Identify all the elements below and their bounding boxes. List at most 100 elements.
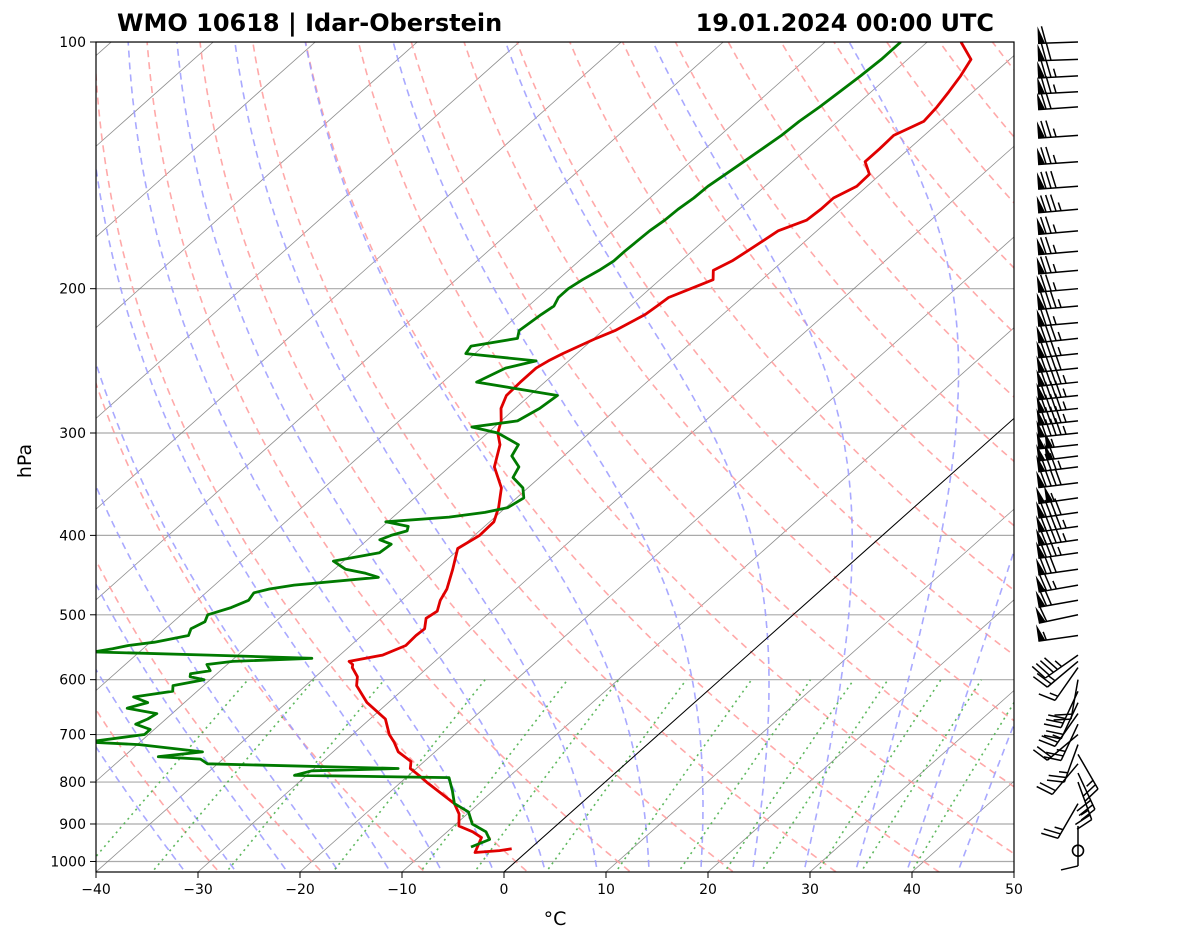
wind-barb-flag — [1049, 323, 1057, 341]
dry-adiabat-line — [780, 42, 1014, 334]
wind-barb — [1060, 825, 1079, 871]
x-tick-label: 50 — [1005, 882, 1023, 898]
dry-adiabat-line — [885, 42, 1014, 204]
wind-barb-half-flag — [1062, 413, 1067, 423]
x-tick-label: −20 — [285, 882, 315, 898]
wind-barb-half-flag — [1052, 244, 1057, 254]
profile-lines — [96, 42, 973, 854]
wind-barb-half-flag — [1052, 224, 1057, 234]
wind-barb-half-flag — [1052, 128, 1057, 138]
wind-barb-pennant — [1037, 61, 1046, 79]
moist-adiabat-line — [234, 42, 599, 872]
wind-barb-half-flag — [1062, 401, 1067, 410]
moist-adiabat-line — [504, 42, 770, 872]
wind-barb-shaft — [1038, 287, 1079, 293]
moist-adiabat-line — [905, 548, 1014, 872]
wind-barb-flag — [1036, 745, 1052, 758]
wind-barb-flag — [1038, 605, 1048, 622]
dry-adiabat-line — [96, 708, 221, 872]
moist-adiabat-line — [96, 668, 238, 872]
wind-barb-flag — [1036, 672, 1052, 685]
moist-adiabat-line — [96, 745, 187, 872]
wind-barb — [1035, 588, 1079, 608]
dry-adiabat-line — [251, 42, 838, 872]
wind-barb-shaft — [1070, 679, 1079, 720]
wind-barb-flag — [1040, 76, 1047, 94]
wind-barb-half-flag — [1042, 631, 1048, 641]
wind-barb-flag — [1040, 120, 1047, 138]
moist-adiabat-line — [96, 162, 443, 872]
dry-adiabat-line — [463, 42, 1014, 722]
y-tick-label: 300 — [59, 426, 86, 442]
mixing-ratio-line — [614, 679, 753, 872]
isotherm-line — [96, 42, 826, 692]
wind-barb-flag — [1039, 308, 1047, 326]
wind-barb-shaft — [1046, 660, 1079, 688]
wind-barb-shaft — [1077, 753, 1099, 790]
wind-barb — [1036, 555, 1079, 576]
background-lines — [96, 24, 1181, 879]
wind-barb-flag — [1032, 749, 1048, 761]
wind-barb-shaft — [1038, 269, 1079, 275]
wind-barb-shaft — [1054, 667, 1079, 701]
wind-barb-flag — [1080, 808, 1096, 821]
wind-barb-flag — [1040, 92, 1047, 110]
moist-adiabat-line — [848, 42, 960, 872]
wind-barb — [1036, 170, 1079, 190]
isotherm-line — [809, 689, 1014, 872]
wind-barb-flag — [1043, 588, 1053, 606]
dry-adiabat-line — [96, 381, 426, 872]
wind-barb — [1036, 146, 1079, 166]
wind-barb-shaft — [1038, 352, 1079, 359]
wind-barb-flag — [1039, 782, 1056, 792]
dry-adiabat-line — [621, 42, 1014, 527]
temperature-profile-line — [347, 42, 973, 854]
wind-barb — [1046, 744, 1079, 783]
dry-adiabat-line — [991, 42, 1014, 72]
wind-barb-pennant — [1036, 470, 1046, 488]
wind-barb-half-flag — [1052, 68, 1057, 78]
wind-barb — [1032, 660, 1079, 688]
x-tick-label: 0 — [500, 882, 509, 898]
wind-barb-pennant — [1036, 340, 1046, 358]
dry-adiabat-line — [938, 42, 1014, 139]
wind-barb-pennant — [1036, 355, 1046, 373]
wind-barb-flag — [1044, 469, 1052, 487]
wind-barb-flag — [1060, 865, 1079, 871]
wind-barb-half-flag — [1052, 84, 1057, 94]
wind-barb-flag — [1044, 236, 1052, 254]
plot-frame — [95, 41, 1015, 873]
wind-barb-flag — [1044, 407, 1052, 424]
axis-ticks: −40 −30 −20 −10 0 10 20 30 40 50 100 200 300 400 500 60… — [50, 35, 1023, 898]
wind-barb-flag — [1040, 147, 1047, 165]
x-tick-label: −30 — [183, 882, 213, 898]
wind-barb-flag — [1049, 555, 1057, 573]
dry-adiabat-line — [1031, 24, 1181, 879]
wind-barb-shaft — [1046, 733, 1079, 761]
wind-barb-shaft — [1037, 58, 1079, 62]
wind-barb-flag — [1031, 665, 1046, 679]
wind-barb-flag — [1039, 557, 1048, 575]
moist-adiabat-line — [127, 42, 495, 872]
wind-barb-half-flag — [1047, 674, 1056, 682]
y-axis-label: hPa — [14, 444, 36, 478]
mixing-ratio-line — [910, 701, 1014, 872]
wind-barb-flag — [1044, 274, 1052, 292]
wind-barb-flag — [1044, 255, 1052, 274]
wind-barb-flag — [1039, 237, 1047, 255]
wind-barb-pennant — [1043, 485, 1054, 503]
moist-adiabat-line — [96, 360, 392, 872]
wind-barb-half-flag — [1062, 425, 1067, 435]
wind-barb-flag — [1049, 468, 1057, 486]
wind-barb-shaft — [1038, 75, 1079, 79]
wind-barb — [1037, 26, 1079, 45]
dry-adiabat-line — [1135, 24, 1181, 879]
moist-adiabat-line — [304, 42, 650, 872]
wind-barb — [1036, 624, 1079, 642]
wind-barb-shaft — [1077, 772, 1096, 810]
wind-barb-flag — [1043, 573, 1053, 591]
wind-barb-flag — [1076, 819, 1093, 830]
wind-barb-pennant — [1036, 275, 1046, 293]
wind-barb-flag — [1049, 339, 1057, 357]
wind-barb-flag — [1045, 91, 1052, 109]
